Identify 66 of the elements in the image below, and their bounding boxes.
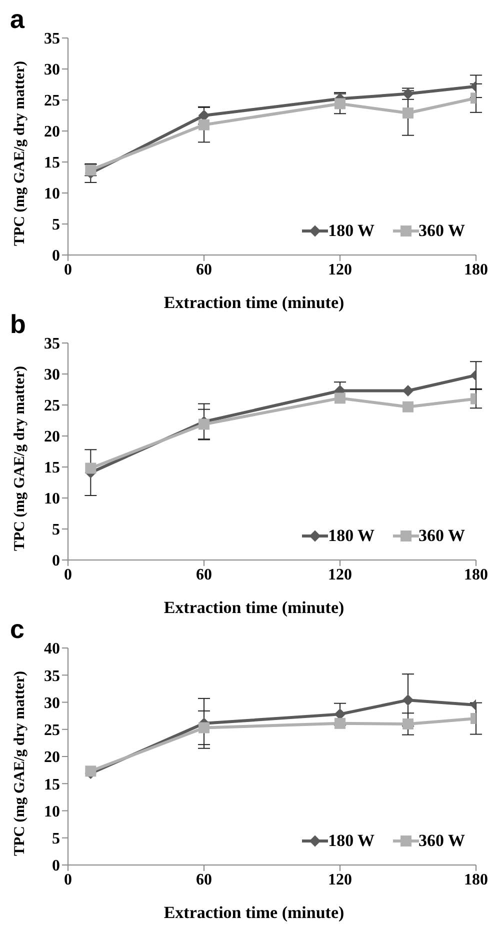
x-axis-title: Extraction time (minute) bbox=[162, 598, 346, 618]
x-tick-label: 60 bbox=[196, 566, 212, 584]
y-axis-title: TPC (mg GAE/g dry matter) bbox=[12, 60, 28, 246]
legend-label: 180 W bbox=[328, 221, 375, 241]
x-tick-label: 0 bbox=[64, 261, 72, 278]
point bbox=[334, 718, 346, 729]
x-tick-label: 180 bbox=[464, 871, 488, 888]
y-tick-label: 25 bbox=[44, 92, 60, 110]
legend-label: 360 W bbox=[418, 831, 465, 851]
point bbox=[198, 418, 210, 430]
y-tick-label: 20 bbox=[44, 749, 60, 766]
chart-title: c bbox=[10, 614, 24, 645]
x-tick-label: 180 bbox=[464, 261, 488, 278]
y-tick-label: 20 bbox=[44, 124, 60, 141]
point bbox=[85, 766, 96, 777]
legend-label: 180 W bbox=[328, 526, 375, 546]
x-tick-label: 60 bbox=[196, 871, 212, 888]
point bbox=[334, 392, 346, 404]
point bbox=[198, 110, 210, 121]
x-tick-label: 60 bbox=[196, 261, 212, 278]
point bbox=[402, 401, 414, 412]
chart-title: b bbox=[10, 309, 26, 340]
point bbox=[334, 98, 346, 110]
y-tick-label: 5 bbox=[52, 216, 60, 234]
x-tick-label: 120 bbox=[328, 566, 352, 584]
point bbox=[198, 722, 210, 734]
x-tick-label: 0 bbox=[64, 871, 72, 888]
y-tick-label: 35 bbox=[44, 668, 60, 685]
y-axis-title: TPC (mg GAE/g dry matter) bbox=[12, 670, 28, 856]
y-axis-title: TPC (mg GAE/g dry matter) bbox=[12, 366, 28, 550]
y-tick-label: 30 bbox=[44, 366, 60, 384]
y-tick-label: 30 bbox=[44, 62, 60, 79]
y-tick-label: 0 bbox=[52, 248, 60, 265]
y-tick-label: 10 bbox=[44, 186, 60, 203]
y-tick-label: 40 bbox=[44, 640, 60, 658]
legend-label: 360 W bbox=[418, 221, 465, 241]
x-tick-label: 120 bbox=[328, 871, 352, 888]
point bbox=[402, 718, 414, 730]
x-axis-title: Extraction time (minute) bbox=[162, 293, 346, 313]
point bbox=[85, 462, 96, 474]
x-tick-label: 0 bbox=[64, 566, 72, 584]
legend-label: 360 W bbox=[418, 526, 465, 546]
y-tick-label: 25 bbox=[44, 722, 60, 740]
y-tick-label: 10 bbox=[44, 490, 60, 508]
y-tick-label: 35 bbox=[44, 30, 60, 48]
y-tick-label: 20 bbox=[44, 428, 60, 446]
y-tick-label: 30 bbox=[44, 694, 60, 712]
point bbox=[402, 694, 414, 706]
x-tick-label: 120 bbox=[328, 261, 352, 278]
y-tick-label: 25 bbox=[44, 398, 60, 415]
y-tick-label: 15 bbox=[44, 154, 60, 172]
point bbox=[402, 108, 414, 119]
legend-label: 180 W bbox=[328, 831, 375, 851]
x-tick-label: 180 bbox=[464, 566, 488, 584]
y-tick-label: 15 bbox=[44, 776, 60, 794]
y-tick-label: 15 bbox=[44, 460, 60, 477]
chart-title: a bbox=[10, 4, 24, 35]
y-tick-label: 0 bbox=[52, 858, 60, 875]
point bbox=[198, 119, 210, 130]
y-tick-label: 10 bbox=[44, 803, 60, 820]
point bbox=[402, 385, 414, 396]
y-tick-label: 5 bbox=[52, 522, 60, 539]
y-tick-label: 0 bbox=[52, 552, 60, 570]
y-tick-label: 35 bbox=[44, 336, 60, 353]
x-axis-title: Extraction time (minute) bbox=[162, 903, 346, 923]
y-tick-label: 5 bbox=[52, 830, 60, 848]
